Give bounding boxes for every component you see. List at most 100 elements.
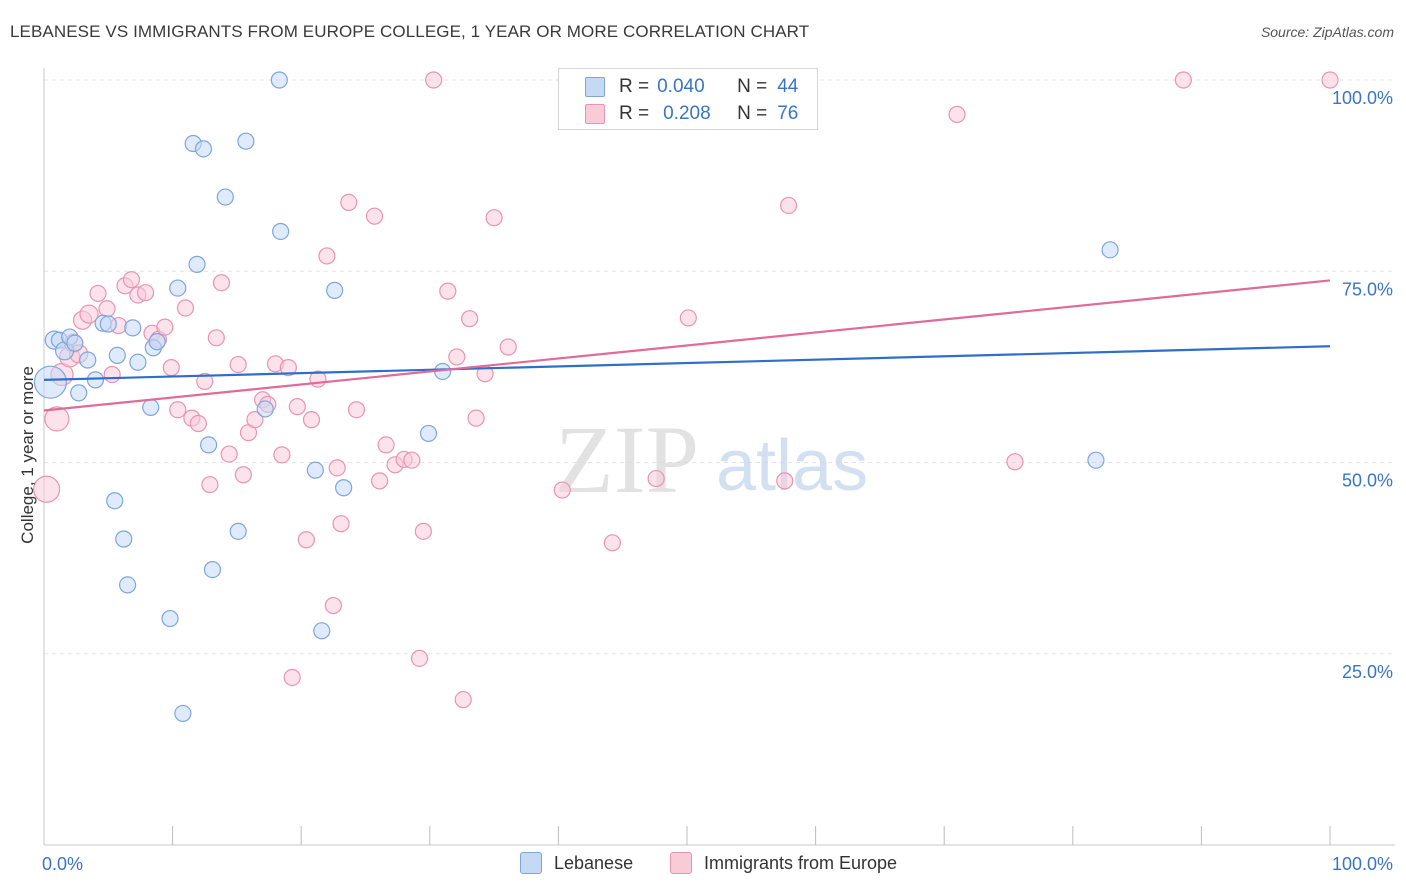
point-lebanese: [270, 71, 288, 89]
point-immigrants: [403, 451, 421, 469]
point-immigrants: [32, 475, 61, 503]
y-tick-label: 100.0%: [1332, 88, 1393, 108]
point-immigrants: [328, 459, 346, 477]
point-lebanese: [1101, 241, 1119, 259]
legend-r-label: R =: [619, 76, 650, 97]
point-immigrants: [79, 304, 99, 324]
point-lebanese: [169, 279, 187, 297]
point-immigrants: [647, 469, 665, 488]
legend-swatch-lebanese: [520, 852, 542, 874]
point-immigrants: [273, 446, 291, 464]
axes: [43, 68, 1395, 846]
point-immigrants: [410, 649, 429, 667]
point-lebanese: [200, 436, 218, 454]
point-lebanese: [115, 530, 133, 548]
point-immigrants: [44, 406, 70, 432]
point-immigrants: [196, 372, 214, 391]
point-lebanese: [216, 188, 234, 206]
point-lebanese: [326, 281, 344, 299]
point-immigrants: [553, 481, 571, 499]
point-lebanese: [106, 492, 124, 510]
x-tick-label: 100.0%: [1332, 854, 1393, 874]
legend-label-lebanese: Lebanese: [554, 852, 634, 873]
legend-r-value: 0.208: [663, 103, 711, 124]
legend-swatch-immigrants: [670, 852, 692, 874]
point-lebanese: [129, 353, 147, 371]
point-lebanese: [86, 371, 105, 389]
point-immigrants: [89, 284, 107, 303]
point-immigrants: [229, 355, 247, 374]
point-immigrants: [340, 193, 358, 211]
legend-label-immigrants: Immigrants from Europe: [704, 852, 898, 873]
point-immigrants: [448, 348, 466, 366]
legend-row-immigrants: R = 0.208 N = 76: [585, 102, 798, 126]
point-immigrants: [324, 596, 342, 615]
point-immigrants: [283, 668, 301, 687]
series-legend: Lebanese Immigrants from Europe: [0, 852, 1406, 878]
point-lebanese: [306, 461, 324, 479]
y-tick-label: 25.0%: [1342, 662, 1393, 682]
point-immigrants: [162, 359, 180, 377]
point-immigrants: [212, 274, 231, 292]
legend-r-value: 0.040: [657, 76, 705, 97]
point-lebanese: [272, 222, 290, 241]
point-immigrants: [414, 522, 432, 540]
legend-n-value: 76: [777, 103, 799, 124]
point-lebanese: [229, 522, 247, 540]
y-tick-label: 50.0%: [1342, 471, 1393, 491]
point-immigrants: [169, 401, 187, 419]
legend-n-label: N =: [737, 76, 768, 97]
point-lebanese: [203, 560, 222, 579]
point-immigrants: [461, 310, 479, 328]
trend-lines: [43, 279, 1331, 412]
legend-n-value: 44: [777, 76, 799, 97]
tick-labels: 25.0% 50.0% 75.0% 100.0% 0.0% 100.0%: [42, 88, 1393, 874]
y-axis-label: College, 1 year or more: [18, 366, 37, 544]
point-immigrants: [377, 436, 395, 454]
point-immigrants: [201, 476, 219, 494]
point-immigrants: [189, 414, 207, 433]
watermark-zip: ZIP: [555, 406, 699, 513]
point-lebanese: [188, 255, 206, 273]
point-lebanese: [118, 576, 137, 594]
point-immigrants: [603, 534, 622, 552]
grid-lines: [44, 79, 1395, 655]
point-lebanese: [237, 132, 255, 150]
point-immigrants: [207, 329, 225, 347]
point-lebanese: [194, 140, 213, 158]
point-lebanese: [256, 400, 274, 418]
point-lebanese: [70, 384, 88, 402]
point-lebanese: [66, 334, 84, 352]
point-immigrants: [365, 207, 384, 225]
point-lebanese: [33, 365, 68, 399]
trend-line-immigrants: [43, 279, 1331, 412]
point-immigrants: [246, 411, 264, 429]
point-immigrants: [425, 71, 443, 89]
series-immigrants-points: [32, 71, 1339, 709]
point-immigrants: [176, 299, 195, 317]
point-immigrants: [371, 472, 389, 490]
x-tick-label: 0.0%: [42, 854, 83, 874]
point-immigrants: [779, 196, 798, 215]
point-immigrants: [279, 359, 297, 377]
legend-r-label: R =: [619, 103, 650, 124]
point-lebanese: [419, 424, 438, 443]
point-immigrants: [103, 365, 121, 384]
correlation-legend: R = 0.040 N = 44 R = 0.208 N = 76: [558, 68, 818, 130]
point-immigrants: [1321, 71, 1339, 89]
point-lebanese: [148, 333, 166, 351]
trend-line-lebanese: [43, 345, 1331, 381]
point-lebanese: [142, 398, 160, 417]
point-immigrants: [122, 271, 141, 289]
point-lebanese: [161, 609, 179, 628]
legend-swatch-immigrants: [585, 104, 605, 124]
point-lebanese: [79, 351, 97, 369]
point-lebanese: [124, 319, 142, 337]
point-immigrants: [1006, 453, 1024, 471]
point-immigrants: [347, 401, 366, 419]
legend-item-lebanese: Lebanese: [520, 852, 633, 874]
point-immigrants: [220, 445, 238, 463]
point-immigrants: [439, 282, 457, 300]
legend-n-label: N =: [737, 103, 768, 124]
